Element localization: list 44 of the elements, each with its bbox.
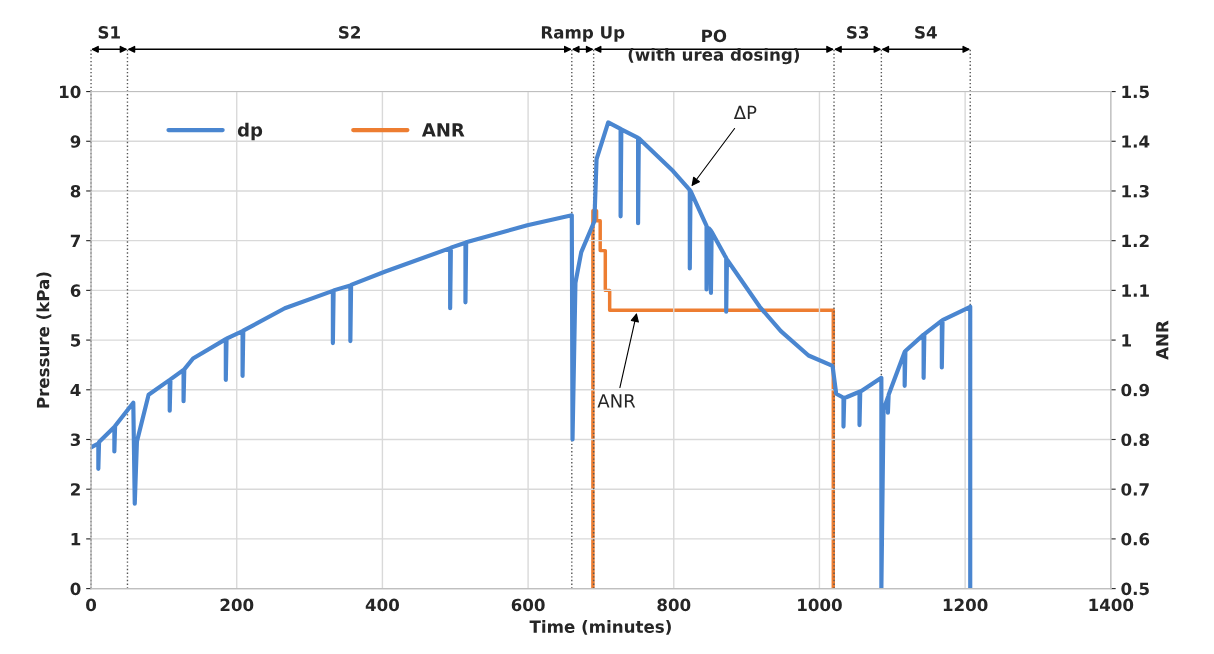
- y-tick-label: 9: [70, 135, 81, 148]
- y2-tick-label: 1.1: [1122, 284, 1149, 297]
- text: S1: [98, 26, 120, 39]
- x-axis-title: Time (minutes): [529, 620, 671, 635]
- y2-tick-label: 0.9: [1121, 383, 1149, 397]
- y2-tick-label: 1.2: [1122, 234, 1149, 247]
- x-tick-label: 400: [365, 598, 400, 612]
- y-tick-label: 3: [70, 433, 80, 447]
- y-tick-label: 6: [70, 284, 81, 297]
- y2-tick-label: 0.8: [1121, 433, 1150, 447]
- text: S2: [339, 26, 360, 39]
- text: S3: [847, 26, 869, 39]
- line-series: [91, 120, 973, 589]
- y2-tick-label: 1.4: [1122, 135, 1150, 148]
- x-tick-label: 0: [86, 598, 97, 612]
- y-tick-label: 7: [70, 234, 80, 247]
- y2-tick-label: 0.6: [1121, 532, 1150, 546]
- y2-axis-title: ANR: [1156, 320, 1169, 360]
- x-tick-label: 1400: [1089, 598, 1134, 612]
- x-tick-label: 1200: [943, 598, 988, 612]
- y-tick-label: 10: [60, 85, 81, 99]
- text: PO (with urea dosing): [628, 29, 800, 65]
- legend-label: ANR: [421, 123, 465, 137]
- y-tick-label: 8: [70, 184, 81, 198]
- y2-tick-label: 1.5: [1122, 85, 1149, 99]
- x-tick-label: 800: [657, 598, 691, 612]
- y-tick-label: 1: [71, 533, 81, 546]
- y2-tick-label: 1.3: [1122, 184, 1149, 198]
- y-tick-label: 2: [71, 483, 80, 496]
- text: S4: [915, 26, 937, 39]
- y-tick-label: 5: [71, 334, 81, 347]
- y2-tick-label: 0.5: [1121, 582, 1149, 596]
- text: Ramp Up: [541, 26, 625, 42]
- y-axis-title: Pressure (kPa): [36, 272, 52, 408]
- y-tick-label: 0: [70, 582, 81, 596]
- y-tick-label: 4: [70, 383, 81, 397]
- annotation: ΔP: [733, 105, 757, 120]
- annotation: ANR: [597, 394, 636, 408]
- x-tick-label: 200: [220, 598, 254, 612]
- y2-tick-label: 1: [1122, 334, 1131, 347]
- x-tick-label: 1000: [798, 598, 842, 612]
- x-tick-label: 600: [511, 598, 545, 612]
- y2-tick-label: 0.7: [1121, 483, 1149, 496]
- legend-label: dp: [237, 122, 263, 141]
